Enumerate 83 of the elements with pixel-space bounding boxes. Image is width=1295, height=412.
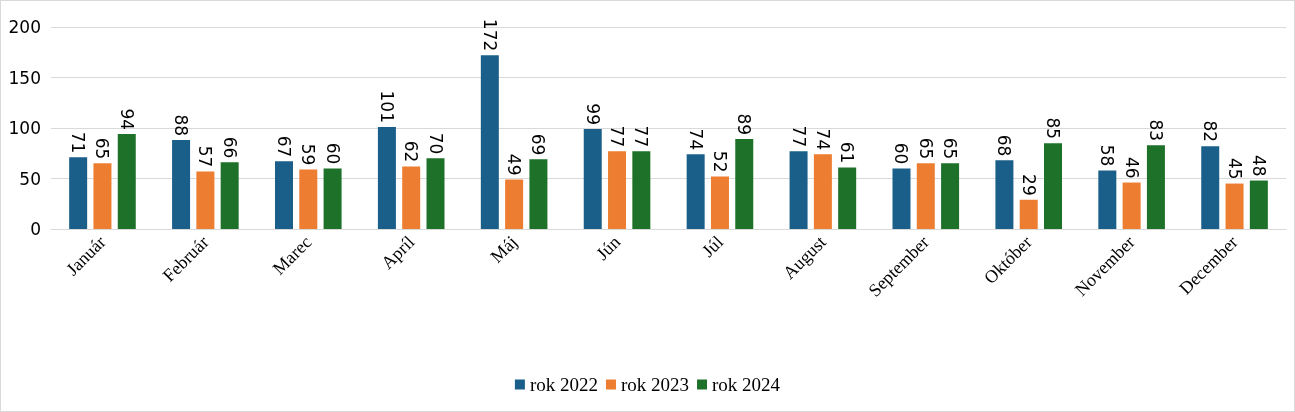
data-label: 59 [298, 143, 319, 166]
bar [1098, 170, 1117, 229]
bar [69, 157, 88, 229]
data-label: 48 [1248, 154, 1269, 177]
bar [426, 158, 445, 229]
data-label: 67 [273, 135, 294, 158]
data-label: 68 [994, 134, 1015, 157]
data-label: 77 [788, 125, 809, 148]
bar [1122, 182, 1141, 229]
y-tick-label: 150 [8, 67, 41, 88]
legend-label: rok 2024 [712, 374, 781, 395]
data-label: 60 [322, 142, 343, 165]
data-label: 77 [631, 125, 652, 148]
data-label: 71 [68, 131, 89, 154]
bar [686, 154, 705, 229]
data-label: 69 [528, 133, 549, 156]
data-label: 74 [685, 128, 706, 151]
bar [1019, 199, 1038, 229]
bar [377, 126, 396, 229]
data-label: 94 [116, 108, 137, 131]
bar [583, 129, 602, 229]
bar [916, 163, 935, 229]
data-label: 29 [1018, 174, 1039, 196]
bar [402, 166, 421, 229]
bar [813, 154, 832, 229]
data-label: 57 [195, 145, 216, 168]
bar [838, 167, 857, 229]
bar [299, 169, 318, 229]
y-tick-label: 50 [19, 168, 41, 189]
bar [220, 162, 239, 229]
bar [632, 151, 651, 229]
bar [995, 160, 1014, 229]
bar [1146, 145, 1165, 229]
bar [172, 140, 191, 229]
data-label: 89 [734, 113, 755, 136]
data-label: 65 [915, 137, 936, 160]
data-label: 65 [940, 137, 961, 160]
data-label: 82 [1200, 120, 1221, 143]
bar [117, 134, 136, 229]
data-label: 172 [479, 18, 500, 52]
data-label: 49 [504, 153, 525, 176]
bar [892, 168, 911, 229]
data-label: 52 [709, 150, 730, 173]
data-label: 45 [1224, 157, 1245, 180]
bar [274, 161, 293, 229]
data-label: 101 [376, 90, 397, 123]
bar [735, 139, 754, 229]
bar [1225, 183, 1244, 229]
bar [789, 151, 808, 229]
y-tick-label: 100 [8, 118, 41, 138]
data-label: 74 [812, 128, 833, 151]
data-label: 77 [607, 125, 628, 148]
data-label: 58 [1097, 144, 1118, 167]
bar [529, 159, 548, 229]
data-label: 66 [219, 136, 240, 159]
bar [1201, 146, 1220, 229]
data-label: 83 [1145, 119, 1166, 142]
bar [323, 168, 342, 229]
y-tick-label: 200 [8, 17, 41, 37]
data-label: 46 [1121, 156, 1142, 179]
x-tick-label: Máj [486, 231, 522, 267]
data-label: 88 [171, 114, 192, 137]
bar [1044, 143, 1063, 229]
legend-label: rok 2023 [620, 374, 690, 395]
data-label: 65 [92, 137, 113, 160]
bar [480, 55, 499, 229]
bar [710, 176, 729, 229]
bar [505, 179, 524, 229]
data-label: 85 [1043, 117, 1064, 140]
data-label: 70 [425, 132, 446, 155]
bar [608, 151, 627, 229]
data-label: 60 [891, 142, 912, 165]
bar [1249, 180, 1268, 229]
x-tick-label: Jún [592, 231, 625, 264]
data-label: 99 [582, 103, 603, 126]
bar [93, 163, 112, 229]
x-tick-label: Júl [698, 231, 728, 261]
legend-label: rok 2022 [529, 374, 598, 395]
data-label: 62 [401, 140, 422, 163]
data-label: 61 [837, 141, 858, 164]
bar [941, 163, 960, 229]
y-tick-label: 0 [30, 219, 41, 239]
bar [196, 171, 215, 229]
